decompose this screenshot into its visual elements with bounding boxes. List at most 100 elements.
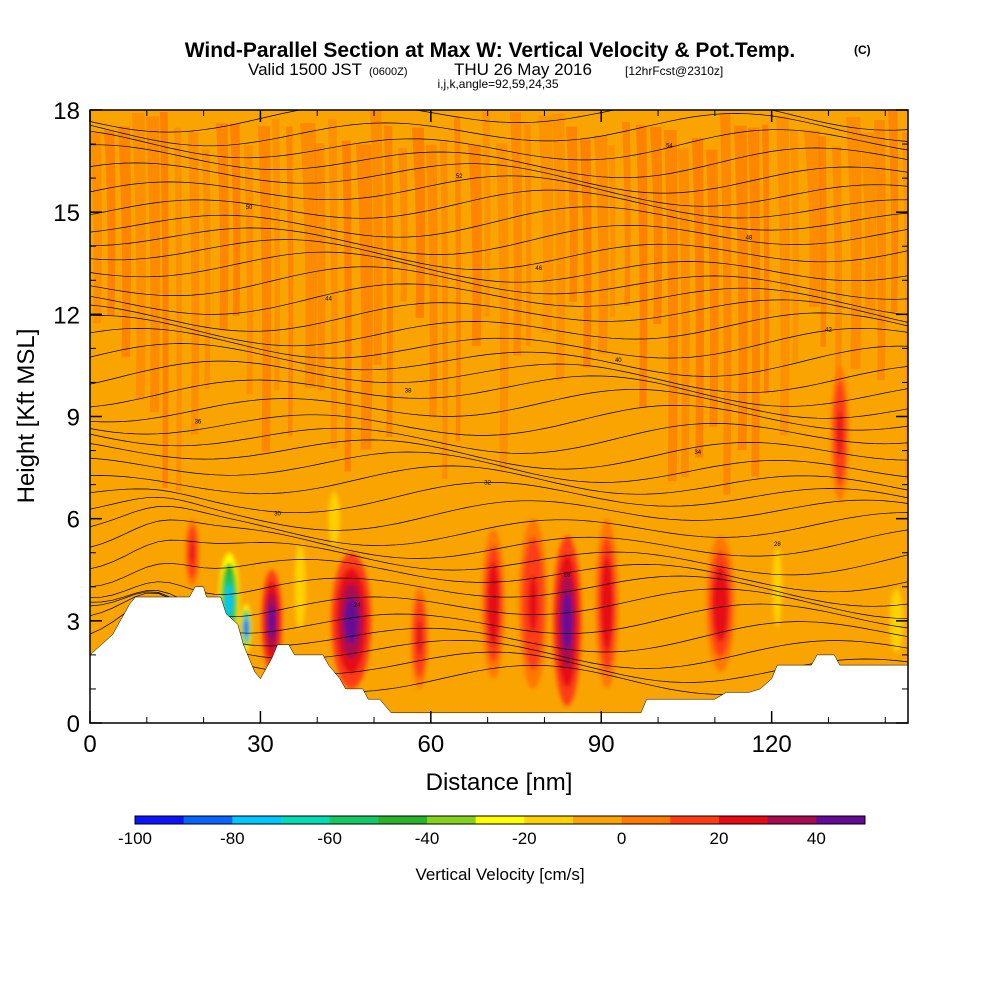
isentrope-label: 54 [666, 143, 673, 149]
x-tick-label: 90 [588, 731, 615, 758]
isentrope-line [90, 539, 908, 576]
isentrope-line [90, 439, 908, 470]
plot-area: 1824282830323436384042444648505254 [89, 109, 909, 724]
field-streak [566, 126, 578, 302]
updraft-cell [528, 574, 538, 633]
field-streak [300, 122, 318, 388]
isentrope-line [90, 327, 908, 359]
isentrope-line [90, 451, 908, 483]
updraft-cell [189, 541, 195, 565]
field-streak [706, 149, 719, 428]
field-streak [538, 115, 554, 333]
x-tick-label: 30 [247, 731, 274, 758]
y-tick-label: 15 [53, 200, 80, 227]
downdraft-cell [297, 568, 303, 606]
field-streak [482, 111, 491, 317]
field-streak [202, 149, 211, 390]
updraft-cell [715, 580, 726, 627]
colorbar: -100 -80 -60 -40 -20 0 20 40 [118, 815, 866, 848]
colorbar-swatch [621, 816, 671, 824]
x-tick-label: 0 [83, 731, 96, 758]
field-streak [370, 110, 383, 365]
isentrope-label: 42 [825, 327, 832, 333]
isentrope-label: 38 [405, 389, 412, 395]
field-streak [622, 122, 631, 306]
subtitle-date: THU 26 May 2016 [454, 60, 592, 79]
field-streak [720, 113, 732, 495]
isentrope-line [90, 481, 908, 514]
subtitle-utc: (0600Z) [369, 66, 408, 78]
isentrope-line [90, 423, 908, 454]
isentrope-line [90, 575, 908, 607]
isentrope-label: 24 [354, 603, 361, 609]
updraft-cell [268, 603, 276, 639]
field-streak [118, 126, 132, 357]
chart-subtitle: Valid 1500 JST (0600Z) THU 26 May 2016 [… [248, 60, 723, 79]
terrain [89, 586, 909, 724]
isentrope-label: 28 [564, 573, 571, 579]
colorbar-swatch [427, 816, 477, 824]
field-streak [160, 112, 169, 488]
field-streak [552, 113, 566, 381]
isentrope-line [90, 343, 908, 377]
isentrope-line [90, 144, 908, 179]
isentrope-line [90, 465, 908, 495]
field-streak [692, 138, 705, 458]
updraft-cell [836, 410, 843, 457]
isentrope-label: 32 [484, 481, 491, 487]
colorbar-tick-label: -80 [220, 829, 245, 848]
colorbar-swatch [232, 816, 282, 824]
colorbar-tick-label: 0 [617, 829, 626, 848]
colorbar-tick-label: -100 [118, 829, 152, 848]
field-streak [636, 125, 648, 408]
updraft-cell [489, 578, 498, 630]
x-tick-label: 60 [417, 731, 444, 758]
isentrope-line [90, 224, 908, 255]
field-streak [132, 113, 146, 400]
isentrope-line [90, 266, 908, 300]
field-streak [860, 132, 877, 318]
isentrope-line [90, 519, 908, 559]
isentrope-label: 48 [746, 235, 753, 241]
field-streak [832, 146, 842, 420]
y-tick-label: 3 [67, 609, 80, 636]
colorbar-swatch [475, 816, 525, 824]
field-streak [524, 124, 532, 347]
isentrope-line [90, 312, 908, 347]
isentrope-label: 28 [774, 542, 781, 548]
isentrope-line [90, 505, 908, 546]
isentrope-line [90, 239, 908, 270]
field-streak [104, 130, 116, 316]
y-tick-label: 6 [67, 507, 80, 534]
isentrope-line [90, 283, 908, 316]
field-streak [440, 141, 448, 480]
isentrope-line [90, 496, 908, 531]
colorbar-swatch [719, 816, 769, 824]
colorbar-swatch [573, 816, 623, 824]
isentrope-line [90, 175, 908, 207]
isentrope-line [90, 129, 908, 161]
field-streak [146, 116, 160, 413]
field-streak [328, 119, 338, 449]
colorbar-swatch [329, 816, 379, 824]
field-streak [790, 131, 799, 363]
colorbar-swatch [670, 816, 720, 824]
updraft-cell [416, 620, 423, 656]
field-streak [454, 116, 461, 442]
isentrope-label: 50 [246, 205, 253, 211]
updraft-cell [344, 597, 359, 644]
chart-title: Wind-Parallel Section at Max W: Vertical… [185, 39, 796, 62]
updraft-cell [562, 591, 572, 650]
colorbar-swatch [524, 816, 574, 824]
field-streak [342, 140, 352, 472]
isentrope-label: 34 [694, 450, 701, 456]
field-streak [594, 135, 609, 354]
colorbar-swatch [767, 816, 817, 824]
colorbar-swatch [378, 816, 428, 824]
isentrope-line [90, 162, 908, 194]
isentrope-line [90, 189, 908, 219]
subtitle-forecast: [12hrFcst@2310z] [625, 64, 723, 78]
field-streak [258, 126, 272, 452]
